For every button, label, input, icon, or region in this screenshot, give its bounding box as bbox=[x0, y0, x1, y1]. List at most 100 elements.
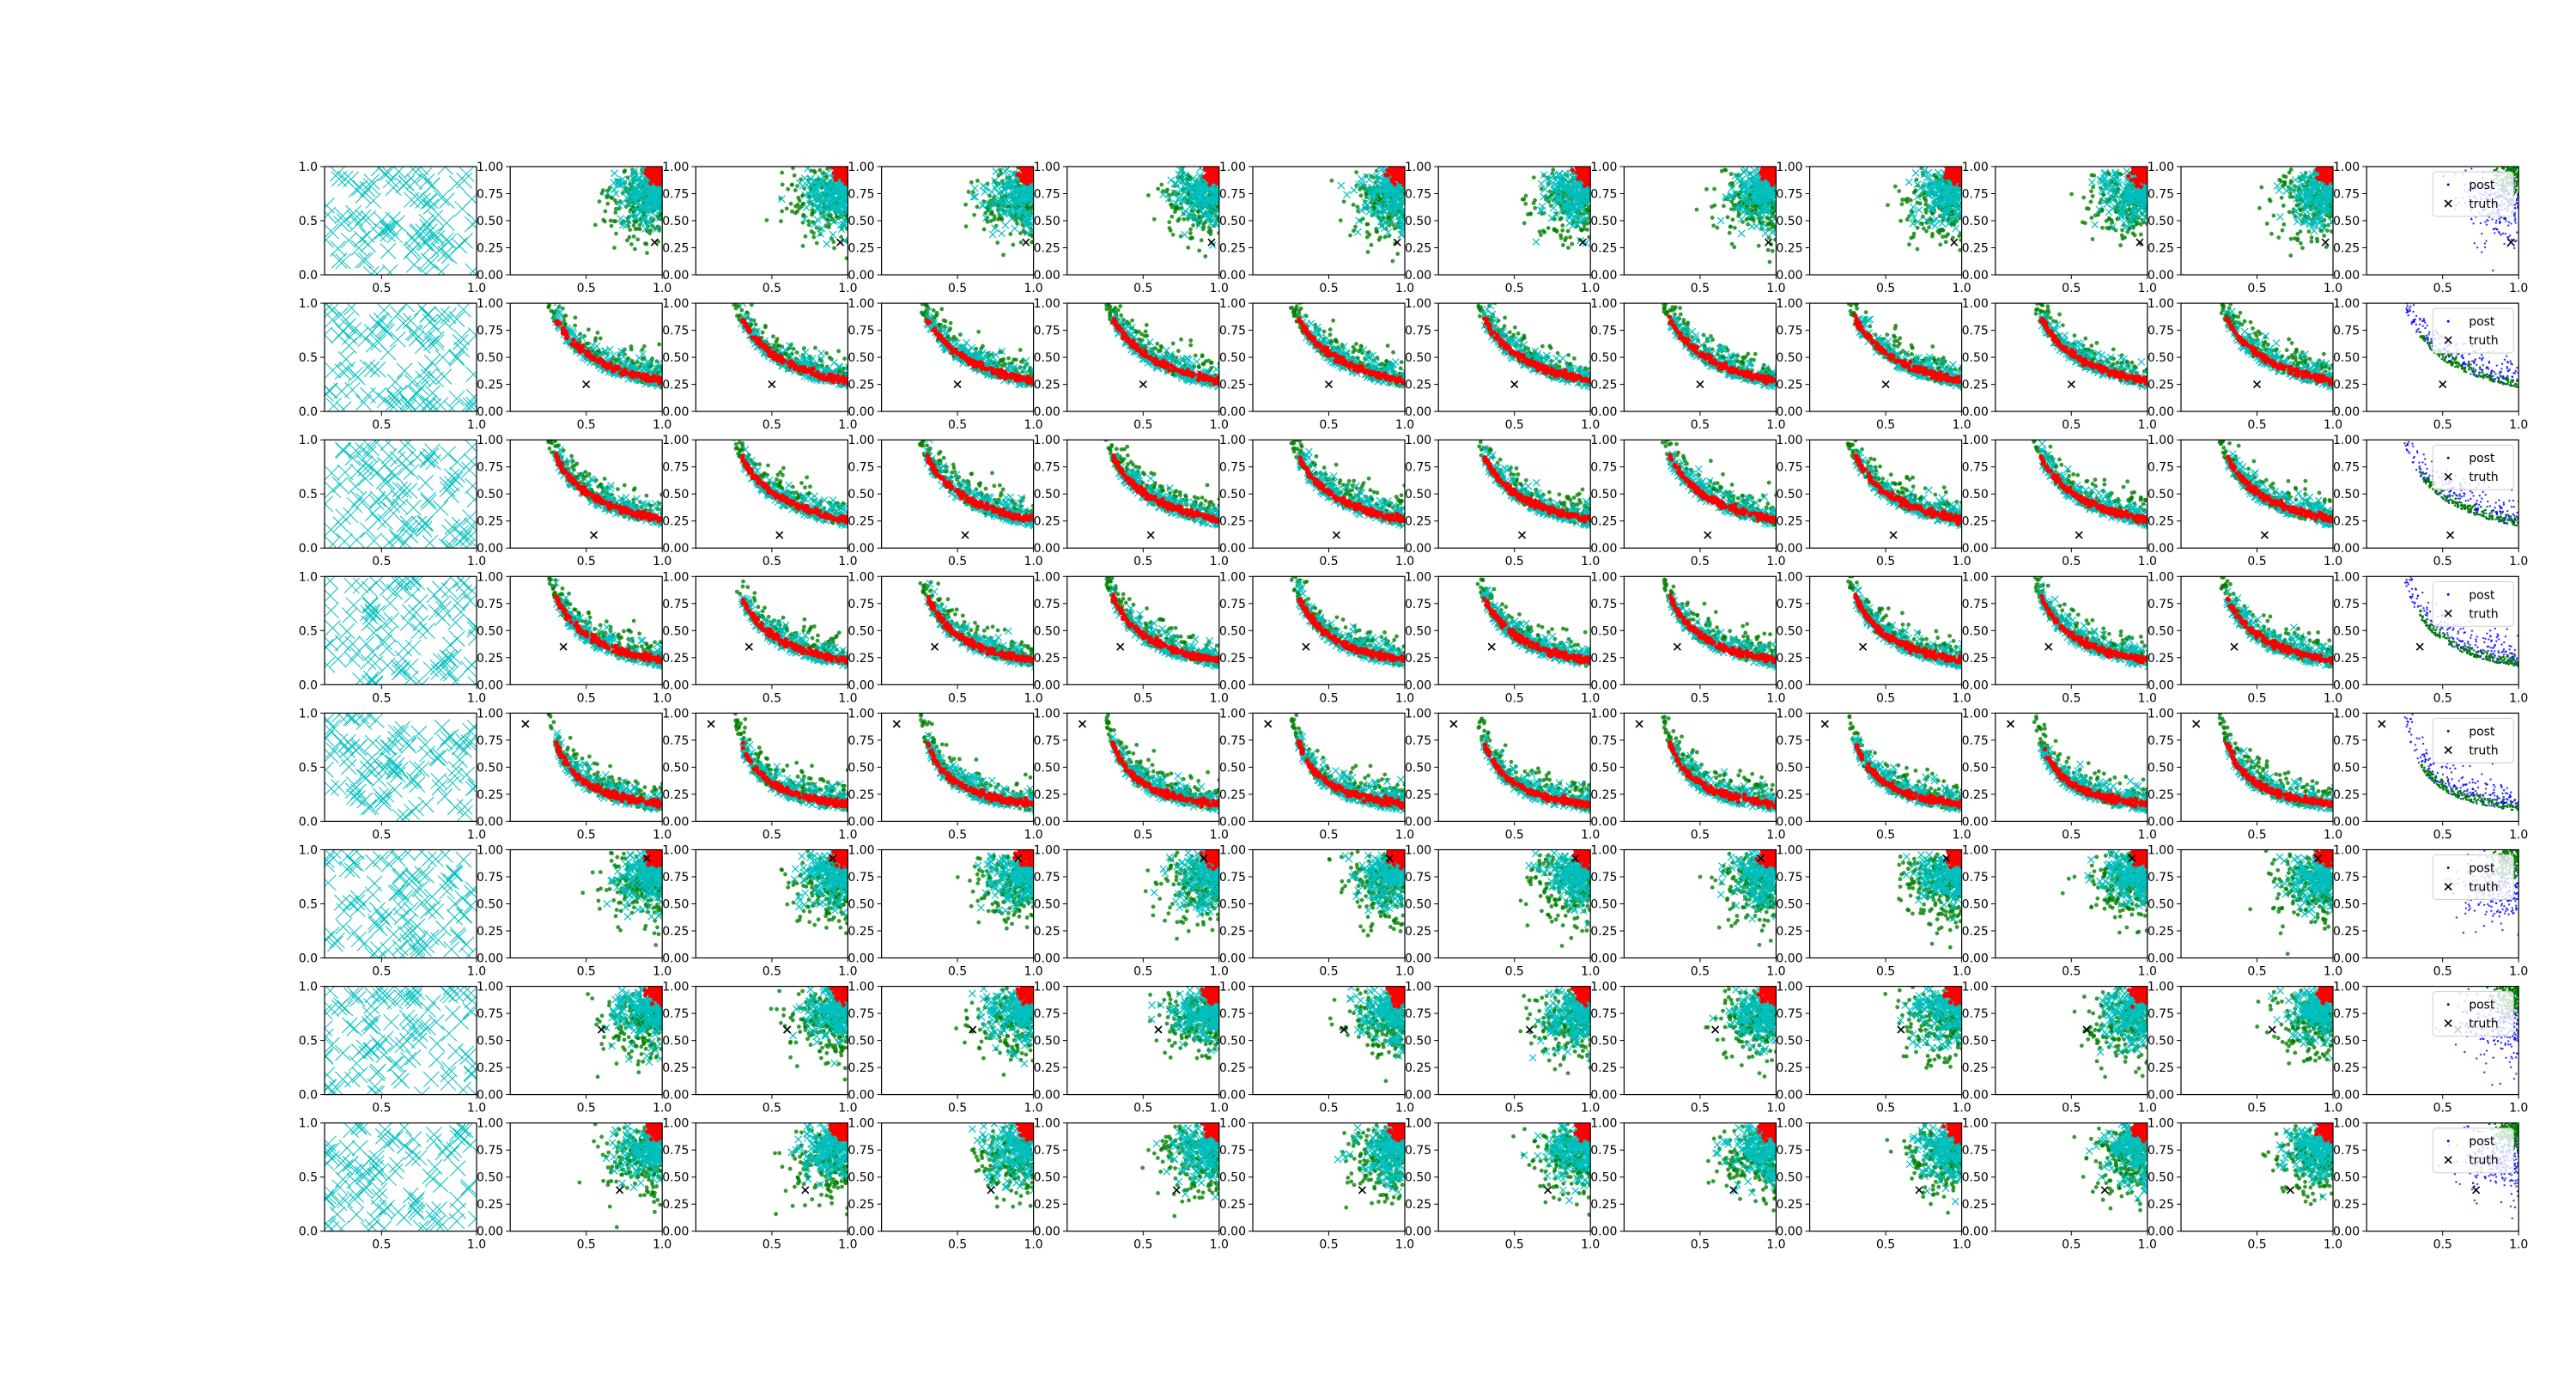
proposal-marker bbox=[1550, 204, 1557, 211]
sample-point bbox=[1886, 203, 1890, 207]
x-tick-label: 1.0 bbox=[838, 282, 857, 295]
sample-point bbox=[1768, 260, 1772, 264]
x-tick-label: 0.5 bbox=[762, 282, 781, 295]
y-tick-label: 0.50 bbox=[1590, 215, 1617, 228]
prior-sample-marker bbox=[459, 167, 474, 182]
accepted-point bbox=[1769, 173, 1773, 177]
sample-point bbox=[635, 237, 640, 241]
proposal-marker bbox=[617, 216, 624, 222]
y-tick-label: 0.50 bbox=[477, 215, 503, 228]
plot-area bbox=[1521, 164, 1594, 249]
subplot-r1-c2: 0.000.250.500.751.000.5 1.0 bbox=[477, 161, 671, 295]
prior-sample-marker bbox=[405, 242, 421, 258]
sample-point bbox=[975, 179, 980, 183]
accepted-point bbox=[835, 173, 840, 178]
y-tick-label: 0.00 bbox=[662, 269, 689, 283]
sample-point bbox=[1944, 234, 1948, 239]
sample-point bbox=[972, 213, 976, 217]
y-tick-label: 1.00 bbox=[662, 161, 689, 174]
x-tick-label: 0.5 bbox=[1319, 282, 1338, 295]
sample-point bbox=[1206, 230, 1211, 234]
y-tick-label: 0.00 bbox=[477, 269, 503, 283]
sample-point bbox=[601, 218, 605, 222]
sample-point bbox=[982, 228, 987, 232]
sample-point bbox=[1352, 203, 1356, 207]
sample-point bbox=[2091, 194, 2095, 198]
sample-point bbox=[1364, 222, 1369, 227]
sample-point bbox=[2110, 218, 2114, 222]
sample-point bbox=[1342, 199, 1346, 204]
sample-point bbox=[1186, 246, 1190, 250]
y-tick-label: 0.75 bbox=[1776, 188, 1802, 202]
sample-point bbox=[1710, 204, 1714, 209]
sample-point bbox=[1757, 244, 1761, 248]
accepted-point bbox=[1023, 180, 1027, 185]
y-tick-label: 0.0 bbox=[299, 269, 318, 283]
proposal-marker bbox=[1717, 217, 1724, 224]
sample-point bbox=[2131, 231, 2136, 235]
prior-sample-marker bbox=[341, 233, 356, 248]
sample-point bbox=[2083, 221, 2087, 225]
x-tick-label: 0.5 bbox=[948, 282, 967, 295]
sample-point bbox=[969, 180, 974, 185]
prior-sample-marker bbox=[428, 210, 443, 226]
sample-point bbox=[2089, 216, 2093, 220]
sample-point bbox=[1566, 246, 1571, 250]
sample-point bbox=[1524, 194, 1528, 198]
sample-point bbox=[1893, 185, 1898, 189]
x-tick-label: 1.0 bbox=[1581, 282, 1600, 295]
sample-point bbox=[996, 217, 1000, 222]
accepted-point bbox=[1214, 173, 1218, 178]
sample-point bbox=[1011, 243, 1015, 247]
prior-sample-marker bbox=[418, 266, 434, 282]
proposal-marker bbox=[823, 240, 830, 247]
sample-point bbox=[811, 231, 816, 235]
sample-point bbox=[1190, 236, 1194, 240]
sample-point bbox=[1957, 234, 1961, 238]
prior-sample-marker bbox=[424, 178, 440, 193]
sample-point bbox=[1695, 208, 1699, 212]
sample-point bbox=[1188, 231, 1193, 235]
sample-point bbox=[1558, 234, 1563, 238]
sample-point bbox=[1905, 217, 1910, 222]
prior-sample-marker bbox=[378, 166, 393, 181]
sample-point bbox=[613, 210, 617, 215]
sample-point bbox=[1726, 216, 1730, 220]
proposal-marker bbox=[1168, 177, 1175, 184]
proposal-marker bbox=[1002, 167, 1009, 174]
proposal-marker bbox=[829, 231, 836, 238]
accepted-point bbox=[1208, 179, 1212, 184]
y-tick-label: 0.75 bbox=[1219, 188, 1246, 202]
y-tick-label: 0.75 bbox=[1405, 188, 1431, 202]
prior-sample-marker bbox=[355, 252, 371, 268]
y-tick-label: 0.25 bbox=[1590, 242, 1617, 256]
sample-point bbox=[1730, 181, 1735, 185]
prior-sample-marker bbox=[331, 171, 347, 186]
prior-sample-marker bbox=[380, 244, 396, 259]
sample-point bbox=[625, 238, 629, 242]
truth-marker bbox=[1023, 239, 1030, 246]
y-tick-label: 0.00 bbox=[1034, 269, 1060, 283]
y-tick-label: 1.00 bbox=[1776, 161, 1802, 174]
sample-point bbox=[1522, 198, 1526, 202]
prior-sample-marker bbox=[330, 166, 345, 181]
proposal-marker bbox=[803, 204, 810, 211]
sample-point bbox=[1905, 197, 1910, 201]
sample-point bbox=[1532, 201, 1536, 205]
subplot-r1-c3: 0.000.250.500.751.000.5 1.0 bbox=[662, 161, 857, 295]
sample-point bbox=[1546, 226, 1551, 230]
proposal-marker bbox=[1533, 239, 1540, 246]
y-tick-label: 1.00 bbox=[1219, 161, 1246, 174]
proposal-marker bbox=[989, 231, 996, 238]
sample-point bbox=[1704, 187, 1709, 192]
y-tick-label: 1.00 bbox=[1590, 161, 1617, 174]
subplot-r1-c8: 0.000.250.500.751.000.5 1.0 bbox=[1590, 161, 1785, 295]
y-tick-label: 0.75 bbox=[477, 188, 503, 202]
sample-point bbox=[1188, 228, 1193, 232]
sample-point bbox=[1177, 216, 1182, 221]
plot-area bbox=[319, 159, 484, 282]
prior-sample-marker bbox=[319, 198, 335, 213]
sample-point bbox=[1897, 189, 1901, 193]
accepted-point bbox=[1583, 184, 1587, 188]
accepted-point bbox=[1951, 176, 1955, 180]
